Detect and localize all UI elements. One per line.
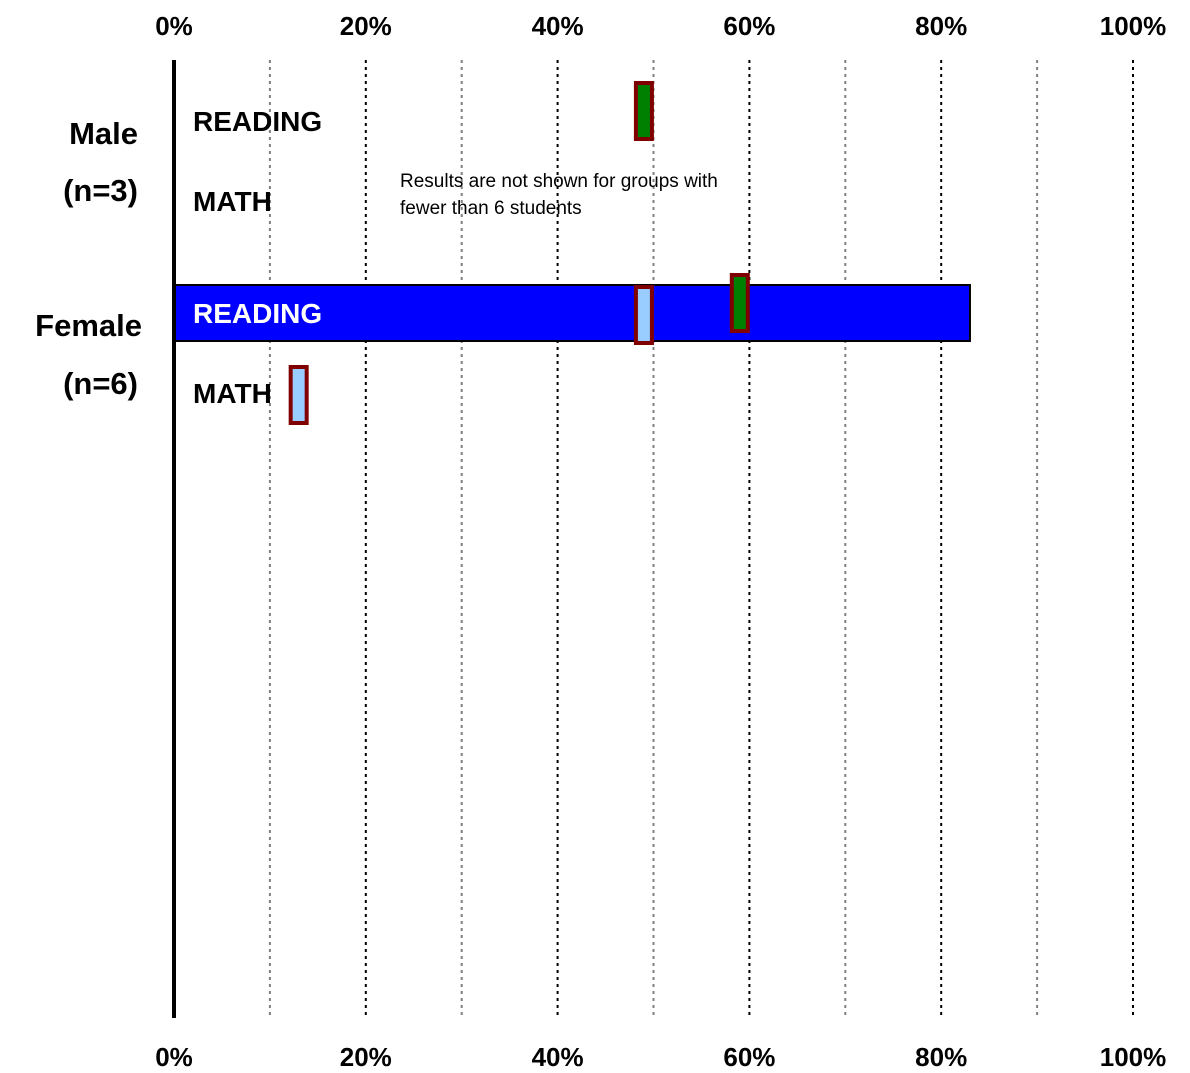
tick-label-top-40: 40% <box>532 11 584 41</box>
tick-label-bottom-100: 100% <box>1100 1042 1167 1072</box>
tick-label-top-100: 100% <box>1100 11 1167 41</box>
subject-label-male-math: MATH <box>193 186 272 217</box>
bars <box>173 284 971 342</box>
gridlines <box>268 60 1134 1018</box>
bar-female-reading <box>173 284 971 342</box>
marker-light-female-math <box>288 365 309 425</box>
group-name-male: Male <box>69 116 138 151</box>
group-n-male: (n=3) <box>63 173 138 208</box>
tick-label-bottom-0: 0% <box>155 1042 193 1072</box>
tick-label-top-20: 20% <box>340 11 392 41</box>
tick-label-bottom-60: 60% <box>723 1042 775 1072</box>
top-axis-ticks: 0% 20% 40% 60% 80% 100% <box>155 11 1166 41</box>
marker-green-female-reading <box>729 273 750 333</box>
row-labels: Male (n=3) Female (n=6) READING MATH REA… <box>35 106 718 409</box>
tick-label-bottom-20: 20% <box>340 1042 392 1072</box>
group-name-female: Female <box>35 308 142 343</box>
tick-label-bottom-40: 40% <box>532 1042 584 1072</box>
marker-light-female-reading <box>633 285 654 345</box>
suppression-note-line-2: fewer than 6 students <box>400 198 582 219</box>
tick-label-top-80: 80% <box>915 11 967 41</box>
subject-label-female-reading: READING <box>193 298 322 329</box>
tick-label-top-0: 0% <box>155 11 193 41</box>
suppression-note-line-1: Results are not shown for groups with <box>400 171 718 192</box>
marker-green-male-reading <box>633 81 654 141</box>
markers <box>288 81 750 425</box>
subject-label-male-reading: READING <box>193 106 322 137</box>
subject-label-female-math: MATH <box>193 378 272 409</box>
tick-label-bottom-80: 80% <box>915 1042 967 1072</box>
group-n-female: (n=6) <box>63 366 138 401</box>
tick-label-top-60: 60% <box>723 11 775 41</box>
bottom-axis-ticks: 0% 20% 40% 60% 80% 100% <box>155 1042 1166 1072</box>
